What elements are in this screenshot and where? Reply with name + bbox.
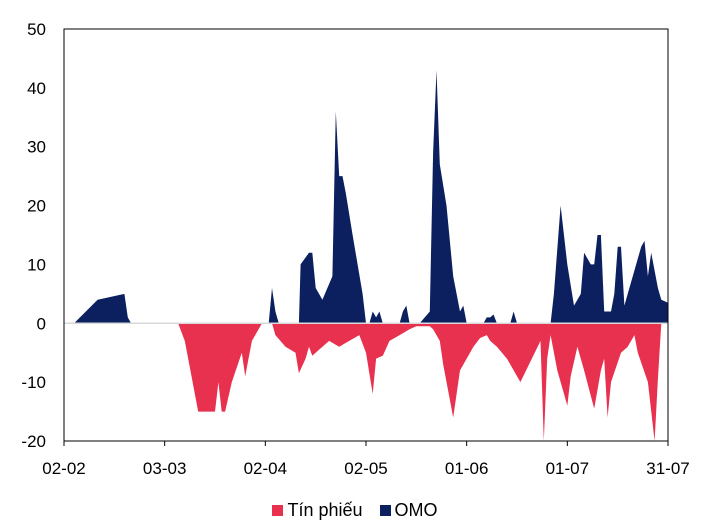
legend: Tín phiếu OMO [0,500,710,521]
y-tick-label: 0 [37,314,46,333]
x-tick-label: 02-05 [344,459,387,478]
area-series-0 [64,323,668,441]
x-tick-label: 02-02 [42,459,85,478]
y-axis-ticks: 50 40 30 20 10 0 -10 -20 [21,20,46,451]
x-axis-ticks: 02-02 03-03 02-04 02-05 01-06 01-07 31-07 [42,441,690,478]
y-tick-label: 20 [27,197,46,216]
y-tick-label: -10 [21,373,46,392]
legend-label-tin-phieu: Tín phiếu [287,500,363,520]
y-tick-label: 50 [27,20,46,39]
legend-swatch-tin-phieu [272,505,284,516]
y-tick-label: 10 [27,255,46,274]
legend-item-omo: OMO [379,500,438,521]
legend-label-omo: OMO [394,500,438,520]
legend-item-tin-phieu: Tín phiếu [272,500,363,521]
x-tick-label: 01-07 [546,459,589,478]
plot-frame [63,28,669,442]
legend-swatch-omo [379,505,391,516]
x-tick-label: 02-04 [244,459,287,478]
x-tick-label: 01-06 [445,459,488,478]
y-tick-label: 30 [27,138,46,157]
x-tick-label: 31-07 [646,459,689,478]
x-tick-label: 03-03 [143,459,186,478]
y-tick-label: 40 [27,79,46,98]
area-series-1 [64,70,668,324]
y-tick-label: -20 [21,432,46,451]
series-areas [64,70,668,441]
